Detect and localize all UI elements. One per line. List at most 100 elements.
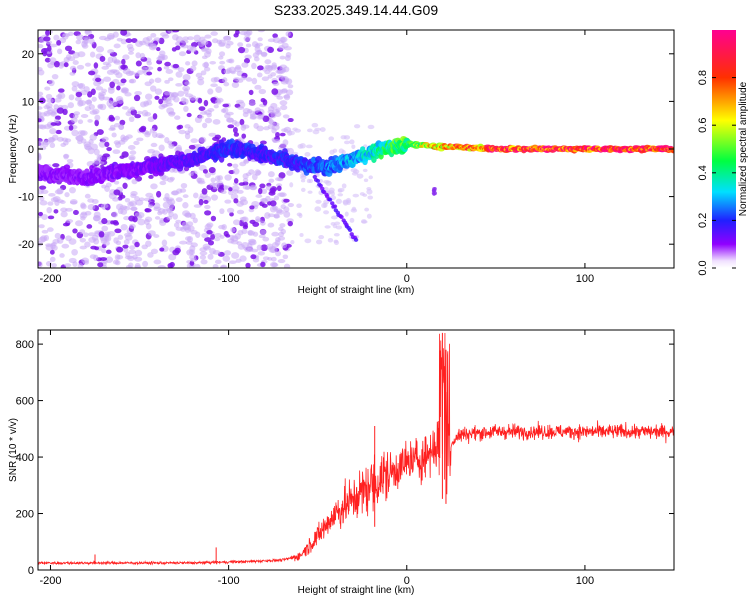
noise-blob [190, 242, 198, 248]
noise-blob [56, 94, 63, 99]
noise-blob [206, 222, 214, 228]
colorbar-ticks: 0.0 0.2 0.4 0.6 0.8 [697, 70, 736, 276]
trace-mark [339, 214, 344, 219]
noise-blob [218, 39, 227, 47]
noise-blob [286, 170, 294, 176]
noise-blob [248, 89, 254, 96]
noise-blob [237, 42, 244, 47]
noise-blob [331, 215, 338, 220]
noise-blob [89, 51, 96, 58]
noise-blob [154, 216, 161, 220]
noise-blob [241, 62, 249, 68]
noise-blob [133, 140, 140, 146]
noise-blob [195, 72, 203, 78]
noise-blob [183, 88, 189, 95]
noise-blob [166, 215, 173, 220]
noise-blob [129, 106, 136, 111]
noise-blob [280, 204, 286, 210]
noise-blob [242, 177, 249, 183]
noise-blob [180, 44, 189, 49]
noise-blob [260, 51, 268, 58]
noise-blob [177, 124, 184, 129]
noise-blob [249, 115, 257, 120]
noise-blob [231, 185, 240, 192]
noise-blob [167, 231, 176, 237]
noise-blob [333, 233, 340, 237]
noise-blob [270, 256, 277, 262]
noise-blob [251, 62, 257, 70]
noise-blob [215, 99, 222, 105]
noise-blob [237, 46, 246, 54]
noise-blob [77, 130, 86, 136]
noise-blob [285, 31, 291, 37]
noise-blob [94, 246, 100, 251]
noise-blob [284, 54, 291, 62]
noise-blob [337, 189, 343, 193]
noise-blob [142, 260, 149, 268]
noise-blob [157, 265, 166, 268]
noise-blob [128, 223, 136, 229]
noise-blob [128, 79, 135, 84]
noise-blob [114, 115, 121, 121]
noise-blob [151, 131, 158, 139]
noise-blob [257, 251, 266, 256]
noise-blob [215, 86, 223, 94]
noise-blob [188, 144, 196, 150]
noise-blob [225, 43, 231, 49]
noise-blob [63, 154, 69, 160]
noise-blob [189, 45, 197, 53]
x-tick-label: 100 [576, 575, 594, 587]
noise-blob [230, 227, 236, 233]
noise-blob [53, 34, 60, 41]
noise-blob [188, 265, 195, 268]
noise-blob [163, 65, 170, 70]
noise-blob [202, 62, 209, 68]
noise-blob [55, 115, 61, 121]
noise-blob [113, 59, 121, 64]
noise-blob [147, 204, 154, 209]
noise-blob [327, 238, 334, 243]
noise-blob [112, 197, 120, 202]
noise-blob [143, 100, 149, 107]
noise-blob [106, 146, 112, 152]
noise-blob [224, 199, 232, 204]
noise-blob [122, 244, 129, 249]
noise-blob [190, 65, 197, 72]
noise-blob [269, 187, 276, 194]
noise-blob [279, 142, 287, 149]
noise-blob [177, 90, 185, 97]
noise-blob [150, 248, 158, 255]
noise-blob [122, 54, 130, 60]
noise-blob [233, 132, 240, 137]
noise-blob [283, 126, 292, 134]
noise-blob [283, 263, 291, 268]
noise-blob [113, 123, 121, 128]
noise-blob [135, 60, 142, 67]
noise-blob [222, 77, 228, 83]
noise-blob [197, 97, 203, 104]
trace-mark [330, 201, 335, 206]
noise-blob [343, 140, 350, 145]
noise-blob [279, 100, 288, 106]
noise-blob [300, 179, 306, 183]
noise-blob [88, 70, 96, 76]
noise-blob [296, 203, 302, 209]
noise-blob [247, 247, 254, 252]
snr-panel: -200 -100 0 100 0 200 400 600 800 Height of str… [8, 329, 675, 596]
noise-blob [159, 247, 165, 252]
snr-xlabel: Height of straight line (km) [298, 585, 415, 596]
noise-blob [223, 81, 230, 87]
noise-blob [79, 212, 88, 219]
noise-blob [219, 60, 226, 65]
noise-blob [96, 129, 104, 135]
noise-blob [224, 113, 231, 119]
noise-blob [41, 214, 48, 220]
noise-blob [69, 65, 77, 71]
noise-blob [279, 55, 286, 60]
noise-blob [307, 190, 313, 194]
noise-blob [138, 127, 146, 133]
noise-blob [262, 115, 270, 123]
noise-blob [72, 51, 80, 59]
noise-blob [144, 112, 152, 117]
noise-blob [198, 115, 204, 119]
